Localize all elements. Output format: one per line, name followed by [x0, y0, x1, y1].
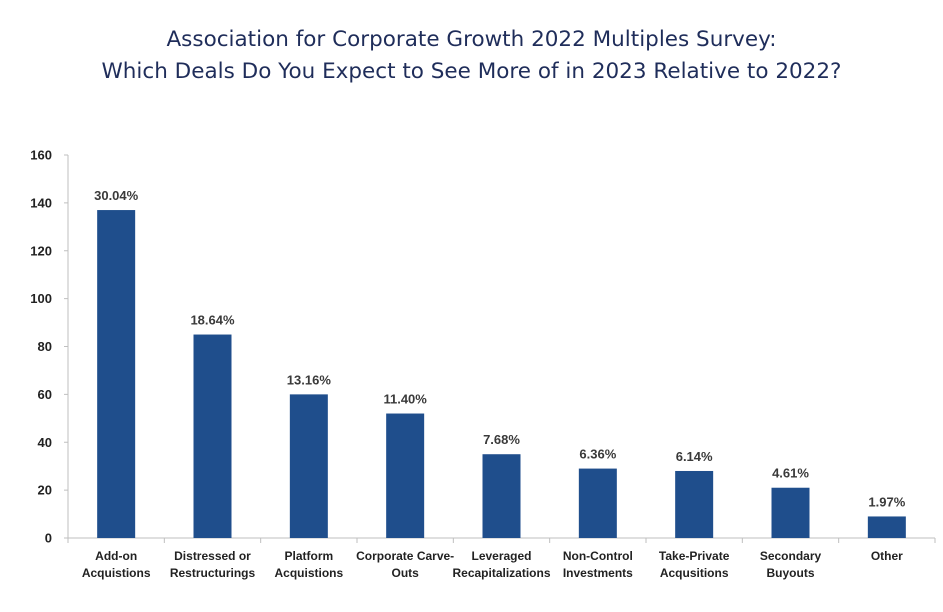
- category-label-line: Outs: [391, 566, 419, 580]
- bar: [386, 413, 425, 538]
- data-label: 13.16%: [287, 372, 332, 387]
- y-tick-label: 100: [30, 291, 52, 306]
- category-label-line: Take-Private: [659, 549, 730, 563]
- y-tick-label: 80: [38, 339, 52, 354]
- category-label: Corporate Carve- Outs: [356, 549, 454, 580]
- category-label: Other: [871, 549, 903, 563]
- y-tick-label: 0: [45, 531, 52, 546]
- chart-title: Association for Corporate Growth 2022 Mu…: [166, 27, 777, 52]
- category-label-line: Other: [871, 549, 903, 563]
- category-label-line: Recapitalizations: [452, 566, 550, 580]
- data-label: 7.68%: [483, 432, 520, 447]
- category-label-line: Leveraged: [471, 549, 531, 563]
- chart-subtitle: Which Deals Do You Expect to See More of…: [101, 59, 842, 84]
- data-label: 6.14%: [676, 449, 713, 464]
- category-label-line: Buyouts: [767, 566, 815, 580]
- category-label-line: Acquistions: [82, 566, 151, 580]
- y-tick-label: 40: [38, 435, 52, 450]
- category-label: Secondary Buyouts: [760, 549, 822, 580]
- category-label-line: Non-Control: [563, 549, 633, 563]
- category-label-line: Investments: [563, 566, 633, 580]
- bar: [289, 394, 328, 538]
- bar: [482, 454, 521, 538]
- bar: [867, 516, 906, 538]
- data-label: 6.36%: [579, 447, 616, 462]
- category-label: Take-Private Acqusitions: [659, 549, 730, 580]
- category-label-line: Distressed or: [174, 549, 251, 563]
- bar: [578, 468, 617, 538]
- category-label: Leveraged Recapitalizations: [452, 549, 550, 580]
- bar: [771, 487, 810, 538]
- category-label-line: Platform: [284, 549, 333, 563]
- chart-title-block: Association for Corporate Growth 2022 Mu…: [0, 24, 943, 88]
- category-label-line: Restructurings: [170, 566, 256, 580]
- category-label-line: Acquistions: [274, 566, 343, 580]
- y-tick-label: 120: [30, 243, 52, 258]
- bar: [97, 210, 136, 538]
- category-label: Platform Acquistions: [274, 549, 343, 580]
- category-label-line: Corporate Carve-: [356, 549, 454, 563]
- bar: [193, 334, 232, 538]
- data-label: 1.97%: [868, 494, 905, 509]
- category-label: Add-on Acquistions: [82, 549, 151, 580]
- bar: [675, 470, 714, 538]
- y-tick-label: 60: [38, 387, 52, 402]
- y-tick-label: 160: [30, 148, 52, 163]
- data-label: 30.04%: [94, 188, 139, 203]
- category-label-line: Secondary: [760, 549, 822, 563]
- data-label: 4.61%: [772, 466, 809, 481]
- y-tick-label: 20: [38, 483, 52, 498]
- category-label-line: Add-on: [95, 549, 137, 563]
- category-label-line: Acqusitions: [660, 566, 729, 580]
- y-tick-label: 140: [30, 195, 52, 210]
- category-label: Non-Control Investments: [563, 549, 633, 580]
- data-label: 11.40%: [383, 392, 427, 407]
- data-label: 18.64%: [190, 313, 235, 328]
- category-label: Distressed or Restructurings: [170, 549, 256, 580]
